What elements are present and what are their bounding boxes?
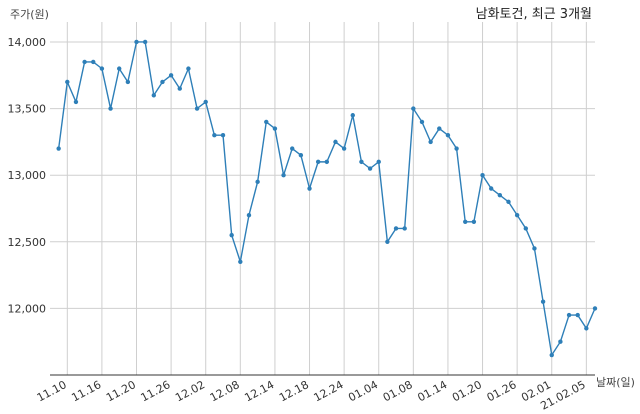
data-point [99, 66, 105, 71]
y-tick-label: 13,000 [8, 169, 47, 182]
data-point [497, 192, 503, 198]
x-tick-label: 12.02 [173, 378, 207, 404]
data-point [506, 199, 511, 205]
x-tick-label: 01.08 [381, 378, 415, 404]
data-point [125, 79, 131, 85]
data-point [514, 212, 520, 218]
data-point [56, 146, 61, 151]
data-point [229, 232, 234, 238]
data-point [65, 79, 70, 85]
y-tick-label: 14,000 [8, 36, 47, 49]
y-axis-title: 주가(원) [10, 8, 49, 21]
y-tick-label: 12,500 [8, 236, 47, 249]
data-point [117, 66, 122, 71]
series-layer [56, 39, 598, 358]
x-tick-label: 11.16 [69, 378, 103, 404]
data-point [307, 186, 312, 191]
data-point [341, 146, 347, 151]
data-point [350, 113, 355, 118]
data-point [220, 133, 226, 138]
data-point [419, 119, 425, 125]
data-point [523, 226, 528, 231]
data-point [428, 139, 433, 145]
data-point [73, 99, 79, 105]
x-tick-label: 01.14 [415, 378, 449, 404]
data-point [402, 226, 407, 231]
data-point [212, 133, 217, 138]
data-point [558, 339, 563, 344]
y-tick-label: 12,000 [8, 302, 47, 315]
data-point [255, 179, 260, 185]
data-point [203, 99, 208, 105]
data-point [142, 39, 148, 45]
data-point [566, 312, 572, 318]
data-point [108, 106, 113, 111]
data-point [488, 186, 494, 191]
data-point [290, 146, 295, 151]
data-point [592, 306, 598, 311]
x-tick-label: 12.18 [277, 378, 311, 404]
data-point [463, 219, 468, 225]
data-point [177, 86, 182, 91]
data-point [186, 66, 191, 71]
data-point [532, 246, 537, 251]
data-point [584, 326, 589, 331]
x-tick-labels: 11.10 11.16 11.20 11.26 12.02 12.08 12.14 12.18… [35, 378, 588, 412]
grid-layer [50, 22, 595, 375]
data-point [385, 239, 390, 244]
data-point [445, 133, 451, 138]
data-point [264, 119, 269, 125]
x-axis-title: 날짜(일) [596, 375, 635, 389]
data-point [540, 299, 546, 304]
data-point [549, 352, 554, 358]
data-point [333, 139, 338, 145]
x-tick-label: 12.14 [242, 378, 276, 404]
data-point [367, 166, 373, 171]
x-tick-label: 01.04 [346, 378, 380, 404]
data-point [246, 212, 252, 218]
data-point [324, 159, 330, 165]
x-tick-label: 11.20 [104, 378, 138, 404]
data-point [168, 73, 174, 78]
y-tick-labels: 12,000 12,500 13,000 13,500 14,000 [8, 36, 47, 315]
data-point [82, 59, 87, 65]
x-tick-label: 12.08 [208, 378, 242, 404]
x-tick-label: 11.10 [35, 378, 69, 404]
data-point [238, 259, 243, 264]
data-point [160, 79, 165, 85]
data-point [393, 226, 399, 231]
data-point [359, 159, 364, 165]
x-tick-label: 11.26 [139, 378, 173, 404]
data-point [91, 59, 96, 65]
data-point [454, 146, 459, 151]
x-tick-label: 01.20 [450, 378, 484, 404]
data-point [298, 153, 304, 158]
y-tick-label: 13,500 [8, 103, 47, 116]
data-point [480, 172, 485, 178]
data-point [315, 159, 321, 165]
data-point [411, 106, 416, 111]
chart-title: 남화토건, 최근 3개월 [476, 7, 592, 22]
x-tick-label: 01.26 [485, 378, 519, 404]
data-point [575, 312, 580, 318]
data-point [376, 159, 381, 165]
data-point [272, 126, 278, 131]
data-point [151, 93, 157, 98]
data-point [471, 219, 477, 225]
x-tick-label: 12.24 [312, 378, 346, 404]
data-point [437, 126, 442, 131]
data-point [134, 39, 139, 45]
data-point [194, 106, 200, 111]
data-point [281, 172, 286, 178]
